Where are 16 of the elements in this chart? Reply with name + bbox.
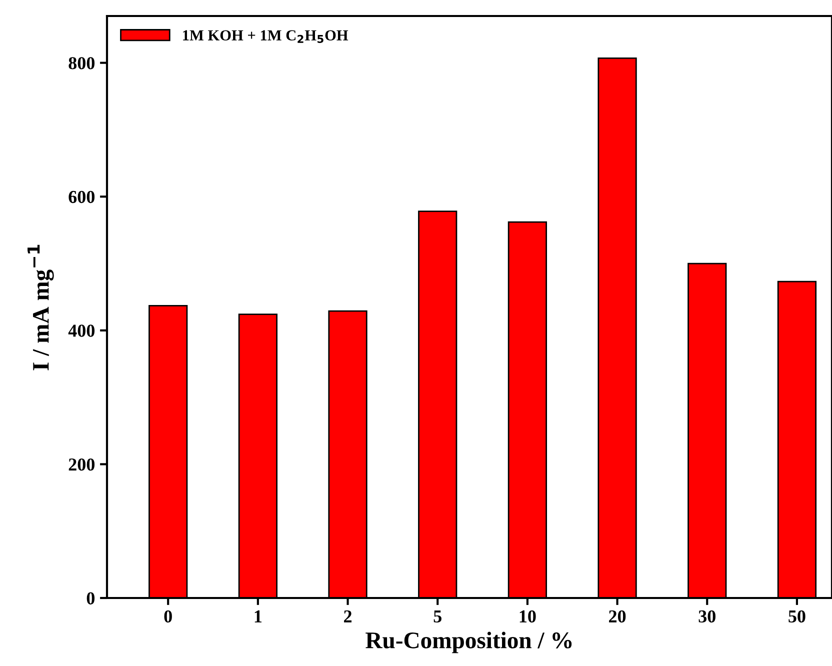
y-tick-label: 400	[68, 324, 95, 337]
x-axis-title: Ru-Composition / %	[366, 632, 572, 654]
x-tick-label: 20	[609, 610, 626, 623]
x-tick-label: 0	[164, 610, 172, 623]
x-tick-label: 30	[698, 610, 716, 623]
y-tick-label: 800	[68, 57, 95, 70]
y-tick-label: 600	[68, 190, 95, 204]
y-tick-label: 200	[68, 458, 95, 471]
x-tick-label: 2	[344, 610, 352, 622]
y-tick-label: 0	[86, 592, 95, 604]
x-tick-label: 50	[788, 610, 806, 623]
legend-label: 1M KOH + 1M C$_{2}$H$_{5}$OH	[183, 30, 348, 43]
y-axis-title: I / mA mg$^{−1}$	[28, 244, 54, 370]
x-tick-label: 1	[254, 610, 262, 622]
x-tick-label: 10	[520, 610, 536, 623]
x-tick-label: 5	[434, 610, 442, 623]
